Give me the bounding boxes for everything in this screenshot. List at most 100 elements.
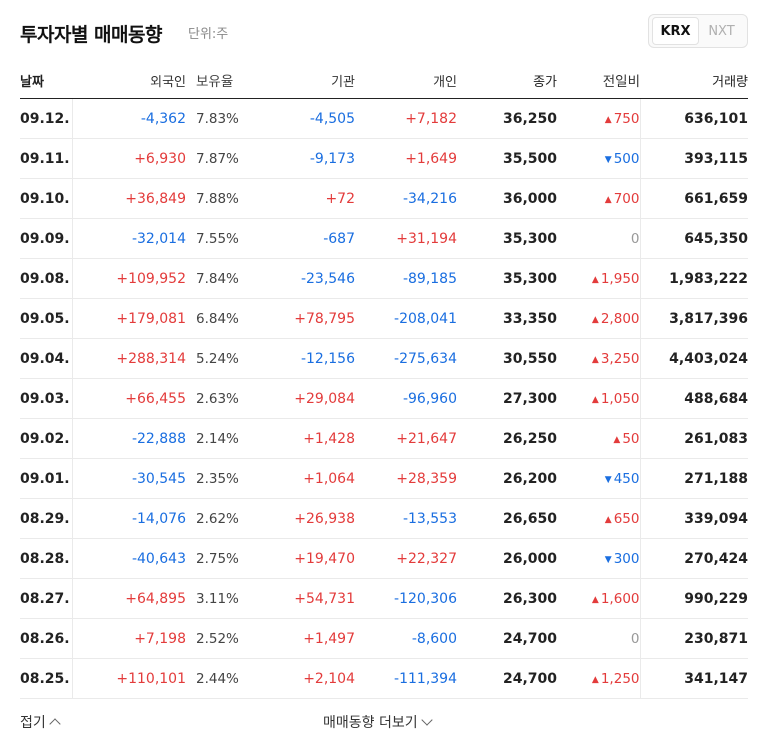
- institution-cell: +2,104: [260, 658, 355, 699]
- close-cell: 26,000: [457, 538, 557, 579]
- individual-cell: -120,306: [355, 578, 457, 619]
- table-row: 09.12. -4,362 7.83% -4,505 +7,182 36,250 ▲ 750 6…: [20, 98, 748, 139]
- foreign-cell: +36,849: [72, 178, 192, 219]
- date-cell: 09.10.: [20, 178, 73, 219]
- close-cell: 24,700: [457, 658, 557, 699]
- foreign-cell: +64,895: [72, 578, 192, 619]
- change-value: 500: [613, 150, 640, 167]
- institution-cell: +19,470: [260, 538, 355, 579]
- triangle-up-icon: ▲: [591, 314, 599, 325]
- triangle-down-icon: ▼: [604, 554, 612, 565]
- col-header-holding: 보유율: [192, 62, 260, 99]
- change-value: 1,600: [600, 590, 640, 607]
- col-header-individual: 개인: [355, 62, 457, 99]
- table-footer: 접기 매매동향 더보기: [20, 712, 748, 732]
- foreign-cell: -4,362: [72, 98, 192, 139]
- date-cell: 08.27.: [20, 578, 73, 619]
- chevron-down-icon: [420, 714, 433, 726]
- triangle-up-icon: ▲: [591, 394, 599, 405]
- individual-cell: +28,359: [355, 458, 457, 499]
- close-cell: 26,200: [457, 458, 557, 499]
- holding-cell: 7.83%: [192, 98, 260, 139]
- individual-cell: -89,185: [355, 258, 457, 299]
- col-header-institution: 기관: [260, 62, 355, 99]
- market-toggle: KRX NXT: [648, 14, 748, 48]
- date-cell: 08.26.: [20, 618, 73, 659]
- more-trading-label: 매매동향 더보기: [323, 715, 418, 731]
- change-cell: ▲ 650: [557, 498, 640, 539]
- volume-cell: 341,147: [639, 658, 748, 699]
- close-cell: 24,700: [457, 618, 557, 659]
- table-row: 09.08. +109,952 7.84% -23,546 -89,185 35,300 ▲…: [20, 258, 748, 299]
- volume-cell: 1,983,222: [639, 258, 748, 299]
- table-row: 08.26. +7,198 2.52% +1,497 -8,600 24,700 0 230,…: [20, 618, 748, 659]
- tab-nxt[interactable]: NXT: [708, 23, 735, 39]
- individual-cell: -13,553: [355, 498, 457, 539]
- individual-cell: -275,634: [355, 338, 457, 379]
- triangle-up-icon: ▲: [604, 514, 612, 525]
- change-cell: 0: [557, 618, 640, 659]
- institution-cell: +54,731: [260, 578, 355, 619]
- date-cell: 09.11.: [20, 138, 73, 179]
- change-cell: ▲ 2,800: [557, 298, 640, 339]
- volume-cell: 261,083: [639, 418, 748, 459]
- holding-cell: 2.62%: [192, 498, 260, 539]
- table-row: 08.28. -40,643 2.75% +19,470 +22,327 26,000 ▼ 3…: [20, 538, 748, 579]
- foreign-cell: +288,314: [72, 338, 192, 379]
- volume-cell: 4,403,024: [639, 338, 748, 379]
- holding-cell: 7.55%: [192, 218, 260, 259]
- institution-cell: +78,795: [260, 298, 355, 339]
- triangle-up-icon: ▲: [604, 194, 612, 205]
- col-header-volume: 거래량: [640, 62, 748, 99]
- triangle-up-icon: ▲: [591, 354, 599, 365]
- date-cell: 09.12.: [20, 98, 73, 139]
- volume-cell: 661,659: [639, 178, 748, 219]
- individual-cell: +1,649: [355, 138, 457, 179]
- more-trading-button[interactable]: 매매동향 더보기: [323, 712, 433, 732]
- table-row: 09.03. +66,455 2.63% +29,084 -96,960 27,300 ▲ 1…: [20, 378, 748, 419]
- date-cell: 09.01.: [20, 458, 73, 499]
- volume-cell: 488,684: [639, 378, 748, 419]
- close-cell: 33,350: [457, 298, 557, 339]
- foreign-cell: +179,081: [72, 298, 192, 339]
- change-value: 2,800: [600, 310, 640, 327]
- table-row: 08.25. +110,101 2.44% +2,104 -111,394 24,700 ▲…: [20, 658, 748, 699]
- change-cell: ▲ 1,600: [557, 578, 640, 619]
- volume-cell: 645,350: [639, 218, 748, 259]
- change-cell: ▲ 750: [557, 98, 640, 139]
- institution-cell: +1,497: [260, 618, 355, 659]
- individual-cell: -96,960: [355, 378, 457, 419]
- change-cell: ▲ 700: [557, 178, 640, 219]
- holding-cell: 2.52%: [192, 618, 260, 659]
- change-cell: ▲ 3,250: [557, 338, 640, 379]
- close-cell: 27,300: [457, 378, 557, 419]
- institution-cell: +26,938: [260, 498, 355, 539]
- institution-cell: -9,173: [260, 138, 355, 179]
- volume-cell: 3,817,396: [639, 298, 748, 339]
- holding-cell: 5.24%: [192, 338, 260, 379]
- table-row: 08.27. +64,895 3.11% +54,731 -120,306 26,300 ▲…: [20, 578, 748, 619]
- holding-cell: 2.75%: [192, 538, 260, 579]
- institution-cell: -12,156: [260, 338, 355, 379]
- volume-cell: 270,424: [639, 538, 748, 579]
- change-cell: ▲ 1,250: [557, 658, 640, 699]
- individual-cell: +7,182: [355, 98, 457, 139]
- holding-cell: 7.84%: [192, 258, 260, 299]
- holding-cell: 2.35%: [192, 458, 260, 499]
- volume-cell: 990,229: [639, 578, 748, 619]
- close-cell: 26,650: [457, 498, 557, 539]
- chevron-up-icon: [49, 718, 61, 730]
- tab-krx[interactable]: KRX: [652, 17, 699, 45]
- fold-button[interactable]: 접기: [20, 712, 61, 732]
- individual-cell: -34,216: [355, 178, 457, 219]
- change-cell: 0: [557, 218, 640, 259]
- change-cell: ▲ 1,050: [557, 378, 640, 419]
- change-cell: ▼ 500: [557, 138, 640, 179]
- table-row: 08.29. -14,076 2.62% +26,938 -13,553 26,650 ▲ 6…: [20, 498, 748, 539]
- individual-cell: +31,194: [355, 218, 457, 259]
- table-row: 09.05. +179,081 6.84% +78,795 -208,041 33,350…: [20, 298, 748, 339]
- change-value: 450: [613, 470, 640, 487]
- close-cell: 36,250: [457, 98, 557, 139]
- institution-cell: +29,084: [260, 378, 355, 419]
- individual-cell: -8,600: [355, 618, 457, 659]
